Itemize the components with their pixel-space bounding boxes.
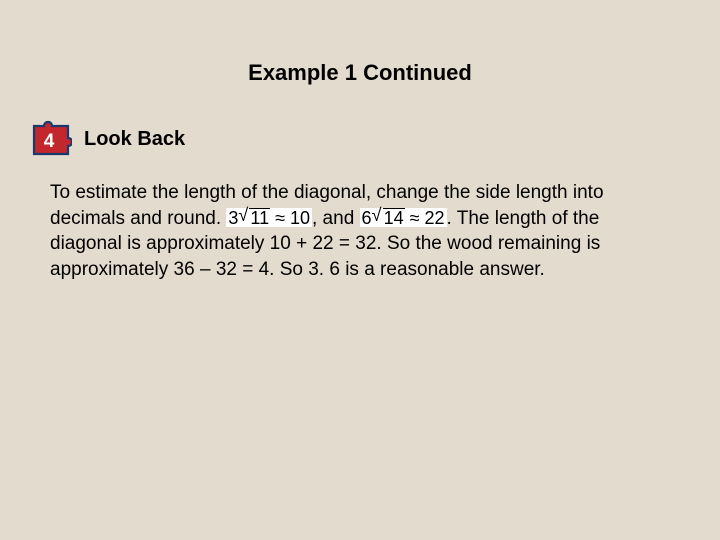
math1-coef: 3 — [228, 208, 238, 228]
slide-container: Example 1 Continued 4 Look Back To estim… — [0, 0, 720, 540]
step-label: Look Back — [84, 128, 185, 151]
math2-approx: ≈ 22 — [405, 208, 445, 228]
math2-radicand: 14 — [383, 208, 405, 227]
step-header: 4 Look Back — [30, 120, 670, 158]
step-number-text: 4 — [44, 131, 55, 152]
sqrt-icon: 14 — [372, 208, 405, 227]
slide-title: Example 1 Continued — [50, 60, 670, 86]
math-expr-2: 6 14 ≈ 22 — [360, 208, 447, 227]
step-number-badge: 4 — [30, 120, 72, 158]
body-mid: , and — [312, 208, 360, 229]
math1-approx: ≈ 10 — [270, 208, 310, 228]
math2-coef: 6 — [362, 208, 372, 228]
math1-radicand: 11 — [249, 208, 270, 227]
math-expr-1: 3 11 ≈ 10 — [226, 208, 312, 227]
body-paragraph: To estimate the length of the diagonal, … — [50, 180, 660, 283]
sqrt-icon: 11 — [238, 208, 270, 227]
